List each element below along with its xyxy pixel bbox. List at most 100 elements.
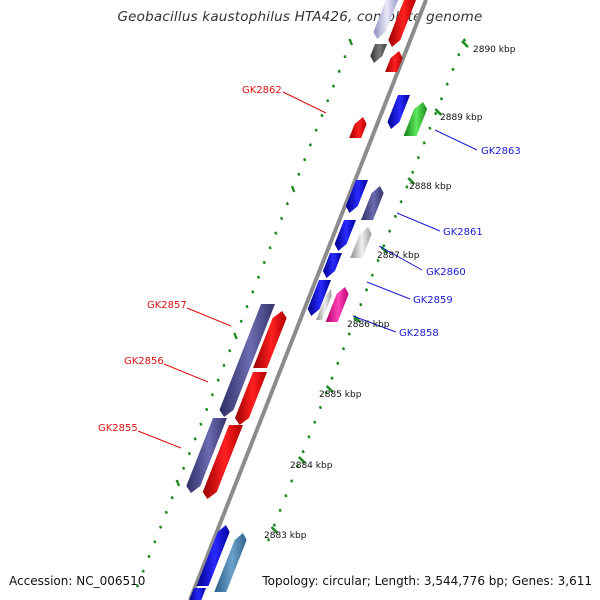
kbp-tick xyxy=(297,456,306,464)
minor-tick-mark xyxy=(422,141,426,145)
tick-label: 2884 kbp xyxy=(290,461,333,471)
minor-tick-mark xyxy=(405,185,409,189)
minor-tick-mark xyxy=(222,363,226,368)
minor-tick-mark xyxy=(210,393,215,397)
gene-label-reverse[interactable]: GK2863 xyxy=(481,146,521,157)
kbp-tick xyxy=(270,526,279,534)
gene-label-forward[interactable]: GK2855 xyxy=(98,423,138,434)
minor-tick-mark xyxy=(393,214,397,219)
gene-arrow-gk2860 xyxy=(350,227,372,258)
gene-label-reverse[interactable]: GK2861 xyxy=(443,227,483,238)
gene-label-forward[interactable]: GK2856 xyxy=(124,356,164,367)
major-tick-mark xyxy=(348,38,354,46)
gene-arrow xyxy=(214,533,247,592)
leader-gk2857 xyxy=(186,307,232,327)
minor-tick-mark xyxy=(343,54,347,59)
gene-label-forward[interactable]: GK2862 xyxy=(242,85,282,96)
minor-tick-mark xyxy=(290,479,294,483)
minor-tick-mark xyxy=(318,405,323,410)
minor-tick-mark xyxy=(457,52,461,57)
leader-gk2860 xyxy=(378,245,423,271)
gene-features xyxy=(186,0,428,600)
minor-tick-mark xyxy=(303,157,307,162)
gene-arrow-gk2861 xyxy=(361,186,384,220)
major-tick-mark xyxy=(233,332,238,340)
gene-label-reverse[interactable]: GK2860 xyxy=(426,267,466,278)
minor-tick-mark xyxy=(205,407,209,412)
label-leader-lines xyxy=(137,91,478,449)
kbp-tick xyxy=(407,177,416,185)
backbone-line xyxy=(188,0,428,600)
gene-arrow xyxy=(334,220,356,251)
tick-label: 2883 kbp xyxy=(264,531,307,541)
minor-tick-mark xyxy=(313,420,317,424)
minor-tick-mark xyxy=(245,304,249,309)
forward-gene-labels: GK2862 GK2857 GK2856 GK2855 xyxy=(98,85,282,434)
minor-tick-mark xyxy=(411,170,415,175)
minor-tick-mark xyxy=(170,495,174,500)
minor-tick-mark xyxy=(314,128,318,132)
minor-tick-mark xyxy=(434,111,438,116)
minor-tick-mark xyxy=(387,229,392,233)
gene-arrow xyxy=(189,588,206,600)
minor-tick-mark xyxy=(284,493,288,498)
gene-label-reverse[interactable]: GK2858 xyxy=(399,328,439,339)
major-tick-mark xyxy=(175,479,181,487)
gene-arrow xyxy=(373,0,398,39)
minor-tick-mark xyxy=(262,260,266,265)
minor-tick-mark xyxy=(141,569,145,573)
minor-tick-mark xyxy=(216,378,220,382)
minor-tick-mark xyxy=(297,172,301,177)
minor-tick-mark xyxy=(451,67,455,72)
minor-tick-mark xyxy=(268,246,272,250)
minor-tick-mark xyxy=(193,437,197,441)
gene-arrow xyxy=(307,280,331,316)
minor-tick-mark xyxy=(331,84,336,88)
minor-tick-mark xyxy=(324,391,328,395)
minor-tick-mark xyxy=(462,38,467,42)
minor-tick-mark xyxy=(182,466,186,471)
minor-tick-mark xyxy=(370,273,374,277)
gene-arrow xyxy=(202,425,243,499)
gene-arrow-gk2862 xyxy=(349,117,367,138)
gene-arrow-gk2863 xyxy=(403,102,428,136)
kbp-tick xyxy=(325,385,334,393)
minor-tick-mark xyxy=(382,244,386,248)
tick-label: 2889 kbp xyxy=(440,113,483,123)
tick-label: 2890 kbp xyxy=(473,45,516,55)
minor-tick-mark xyxy=(228,348,232,353)
minor-tick-mark xyxy=(158,525,163,529)
minor-tick-mark xyxy=(147,554,151,559)
minor-tick-mark xyxy=(399,199,403,204)
minor-tick-mark xyxy=(330,376,334,380)
minor-tick-mark xyxy=(336,361,340,366)
minor-tick-mark xyxy=(376,258,380,263)
reverse-gene-labels: GK2863 GK2861 GK2860 GK2859 GK2858 xyxy=(399,146,521,339)
gene-arrow xyxy=(388,0,416,47)
gene-arrow xyxy=(387,95,410,129)
minor-tick-mark xyxy=(347,332,351,336)
leader-gk2863 xyxy=(434,129,478,151)
gene-arrow-gk2858 xyxy=(325,287,349,322)
gene-arrow-gk2857 xyxy=(219,304,275,417)
minor-tick-mark xyxy=(266,538,271,542)
gene-label-reverse[interactable]: GK2859 xyxy=(413,295,453,306)
leader-gk2855 xyxy=(137,430,182,449)
gene-arrow xyxy=(345,180,368,213)
leader-gk2858 xyxy=(352,315,397,333)
minor-tick-mark xyxy=(256,275,261,279)
minor-tick-mark xyxy=(353,317,357,322)
minor-tick-mark xyxy=(285,201,289,206)
gene-arrow xyxy=(385,51,403,72)
minor-tick-mark xyxy=(135,584,140,588)
tick-label: 2888 kbp xyxy=(409,182,452,192)
minor-tick-mark xyxy=(187,451,192,456)
gene-label-forward[interactable]: GK2857 xyxy=(147,300,187,311)
minor-tick-mark xyxy=(445,82,449,86)
minor-tick-mark xyxy=(295,464,300,469)
minor-tick-mark xyxy=(439,97,444,101)
gene-arrow xyxy=(234,372,267,425)
gene-arrow xyxy=(370,44,387,63)
